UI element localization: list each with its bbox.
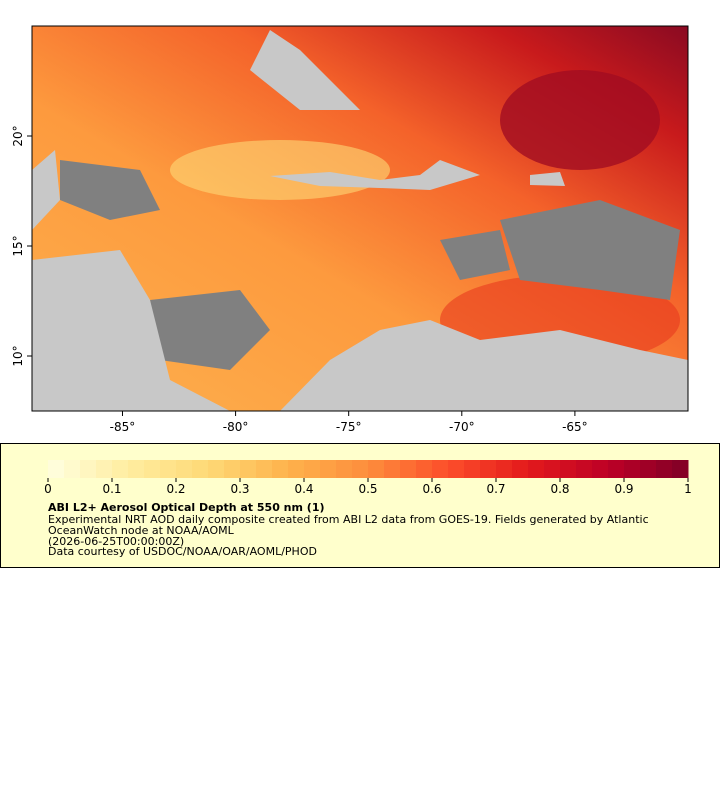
colorbar-segment bbox=[272, 460, 289, 478]
colorbar-segment bbox=[368, 460, 385, 478]
colorbar-segment bbox=[192, 460, 209, 478]
colorbar-segment bbox=[640, 460, 657, 478]
colorbar-segment bbox=[80, 460, 97, 478]
colorbar-segment bbox=[288, 460, 305, 478]
colorbar-segment bbox=[400, 460, 417, 478]
legend-line: Experimental NRT AOD daily composite cre… bbox=[48, 513, 649, 526]
y-tick-label: 20° bbox=[11, 125, 25, 146]
legend-title: ABI L2+ Aerosol Optical Depth at 550 nm … bbox=[48, 501, 325, 514]
colorbar-segment bbox=[240, 460, 257, 478]
colorbar-segment bbox=[496, 460, 513, 478]
colorbar-segment bbox=[304, 460, 321, 478]
colorbar-segment bbox=[480, 460, 497, 478]
legend-line: OceanWatch node at NOAA/AOML bbox=[48, 524, 235, 537]
colorbar-segment bbox=[464, 460, 481, 478]
x-tick-label: -70° bbox=[449, 420, 475, 434]
colorbar-segment bbox=[96, 460, 113, 478]
colorbar-segment bbox=[336, 460, 353, 478]
map-axes: -85° -80° -75° -70° -65° 10° 15° 20° bbox=[11, 125, 588, 434]
colorbar-segment bbox=[544, 460, 561, 478]
colorbar-tick-label: 0.1 bbox=[102, 482, 121, 496]
colorbar-segment bbox=[128, 460, 145, 478]
map-raster bbox=[32, 26, 688, 411]
map-frame bbox=[31, 25, 689, 412]
colorbar-segment bbox=[48, 460, 65, 478]
colorbar-tick-label: 0.5 bbox=[358, 482, 377, 496]
x-tick-label: -80° bbox=[223, 420, 249, 434]
colorbar-segment bbox=[64, 460, 81, 478]
colorbar-tick-label: 0.2 bbox=[166, 482, 185, 496]
x-tick-label: -75° bbox=[336, 420, 362, 434]
colorbar-segment bbox=[656, 460, 673, 478]
colorbar-segment bbox=[624, 460, 641, 478]
colorbar-segment bbox=[208, 460, 225, 478]
colorbar-segment bbox=[528, 460, 545, 478]
colorbar: 0 0.1 0.2 0.3 0.4 0.5 0.6 0.7 0.8 0.9 1 bbox=[44, 460, 692, 496]
colorbar-tick-label: 0.4 bbox=[294, 482, 313, 496]
x-tick-label: -85° bbox=[110, 420, 136, 434]
colorbar-tick-label: 0.6 bbox=[422, 482, 441, 496]
colorbar-tick-label: 0 bbox=[44, 482, 52, 496]
colorbar-tick-label: 0.3 bbox=[230, 482, 249, 496]
colorbar-segment bbox=[592, 460, 609, 478]
colorbar-segment bbox=[224, 460, 241, 478]
colorbar-segment bbox=[672, 460, 689, 478]
colorbar-tick-label: 0.8 bbox=[550, 482, 569, 496]
colorbar-segment bbox=[144, 460, 161, 478]
legend-line: Data courtesy of USDOC/NOAA/OAR/AOML/PHO… bbox=[48, 545, 317, 558]
colorbar-segment bbox=[576, 460, 593, 478]
colorbar-tick-label: 1 bbox=[684, 482, 692, 496]
colorbar-segment bbox=[112, 460, 129, 478]
colorbar-segment bbox=[560, 460, 577, 478]
legend-line: (2026-06-25T00:00:00Z) bbox=[48, 535, 184, 548]
y-tick-label: 15° bbox=[11, 235, 25, 256]
colorbar-segment bbox=[432, 460, 449, 478]
y-tick-label: 10° bbox=[11, 345, 25, 366]
colorbar-tick-label: 0.7 bbox=[486, 482, 505, 496]
colorbar-segment bbox=[608, 460, 625, 478]
colorbar-tick-label: 0.9 bbox=[614, 482, 633, 496]
colorbar-segment bbox=[352, 460, 369, 478]
colorbar-segment bbox=[384, 460, 401, 478]
colorbar-segment bbox=[256, 460, 273, 478]
colorbar-segment bbox=[320, 460, 337, 478]
colorbar-segment bbox=[512, 460, 529, 478]
x-tick-label: -65° bbox=[562, 420, 588, 434]
colorbar-segment bbox=[176, 460, 193, 478]
colorbar-segment bbox=[160, 460, 177, 478]
colorbar-segment bbox=[416, 460, 433, 478]
colorbar-segment bbox=[448, 460, 465, 478]
